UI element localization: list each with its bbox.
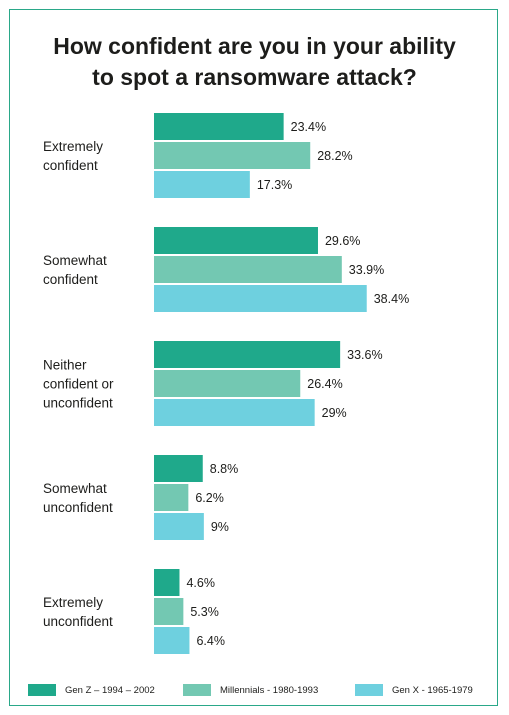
bar-gen-z: [154, 455, 203, 482]
legend-item-gen-x: Gen X - 1965-1979: [355, 684, 473, 696]
category-label: Neither confident or unconfident: [43, 358, 114, 411]
data-label-gen-z: 29.6%: [325, 234, 360, 248]
chart-legend: Gen Z – 1994 – 2002 Millennials - 1980-1…: [28, 684, 489, 698]
legend-label-gen-x: Gen X - 1965-1979: [392, 684, 473, 696]
bar-gen-x: [154, 285, 367, 312]
category-label-line: confident: [43, 158, 98, 173]
chart-title: How confident are you in your ability to…: [10, 31, 499, 93]
data-label-millennials: 6.2%: [195, 491, 224, 505]
bar-millennials: [154, 598, 184, 625]
bar-gen-z: [154, 113, 284, 140]
bar-gen-z: [154, 341, 341, 368]
category-label-line: Somewhat: [43, 253, 107, 268]
data-label-gen-x: 29%: [322, 406, 347, 420]
legend-swatch-gen-z: [28, 684, 56, 696]
legend-swatch-millennials: [183, 684, 211, 696]
bar-gen-x: [154, 627, 190, 654]
data-label-millennials: 5.3%: [190, 605, 219, 619]
legend-label-millennials: Millennials - 1980-1993: [220, 684, 319, 696]
category-label: Somewhat confident: [43, 253, 107, 287]
bar-millennials: [154, 256, 342, 283]
data-label-gen-x: 9%: [211, 520, 229, 534]
bar-gen-x: [154, 171, 250, 198]
data-label-gen-x: 38.4%: [374, 292, 409, 306]
category-label-line: Neither: [43, 358, 87, 373]
bar-gen-z: [154, 227, 318, 254]
data-label-millennials: 28.2%: [317, 149, 352, 163]
legend-swatch-gen-x: [355, 684, 383, 696]
category-label-line: confident or: [43, 377, 114, 392]
bar-millennials: [154, 370, 301, 397]
category-label-line: Somewhat: [43, 481, 107, 496]
legend-label-gen-z: Gen Z – 1994 – 2002: [65, 684, 155, 696]
data-label-gen-x: 17.3%: [257, 178, 292, 192]
category-label: Somewhat unconfident: [43, 481, 113, 515]
category-label-line: unconfident: [43, 614, 113, 629]
category-label-line: unconfident: [43, 396, 113, 411]
data-label-gen-x: 6.4%: [196, 634, 225, 648]
chart-frame: [9, 9, 498, 706]
data-label-gen-z: 23.4%: [291, 120, 326, 134]
bar-gen-x: [154, 399, 315, 426]
category-label-line: confident: [43, 272, 98, 287]
category-label: Extremely unconfident: [43, 595, 113, 629]
bar-gen-z: [154, 569, 180, 596]
legend-item-gen-z: Gen Z – 1994 – 2002: [28, 684, 155, 696]
data-label-millennials: 33.9%: [349, 263, 384, 277]
category-label-line: unconfident: [43, 500, 113, 515]
category-label-line: Extremely: [43, 139, 103, 154]
bar-millennials: [154, 142, 311, 169]
data-label-gen-z: 33.6%: [347, 348, 382, 362]
chart-title-line-1: How confident are you in your ability: [53, 33, 456, 59]
data-label-gen-z: 4.6%: [186, 576, 215, 590]
bar-gen-x: [154, 513, 204, 540]
data-label-millennials: 26.4%: [307, 377, 342, 391]
data-label-gen-z: 8.8%: [210, 462, 239, 476]
category-label-line: Extremely: [43, 595, 103, 610]
chart-title-line-2: to spot a ransomware attack?: [92, 64, 417, 90]
bar-millennials: [154, 484, 189, 511]
legend-item-millennials: Millennials - 1980-1993: [183, 684, 318, 696]
category-label: Extremely confident: [43, 139, 103, 173]
